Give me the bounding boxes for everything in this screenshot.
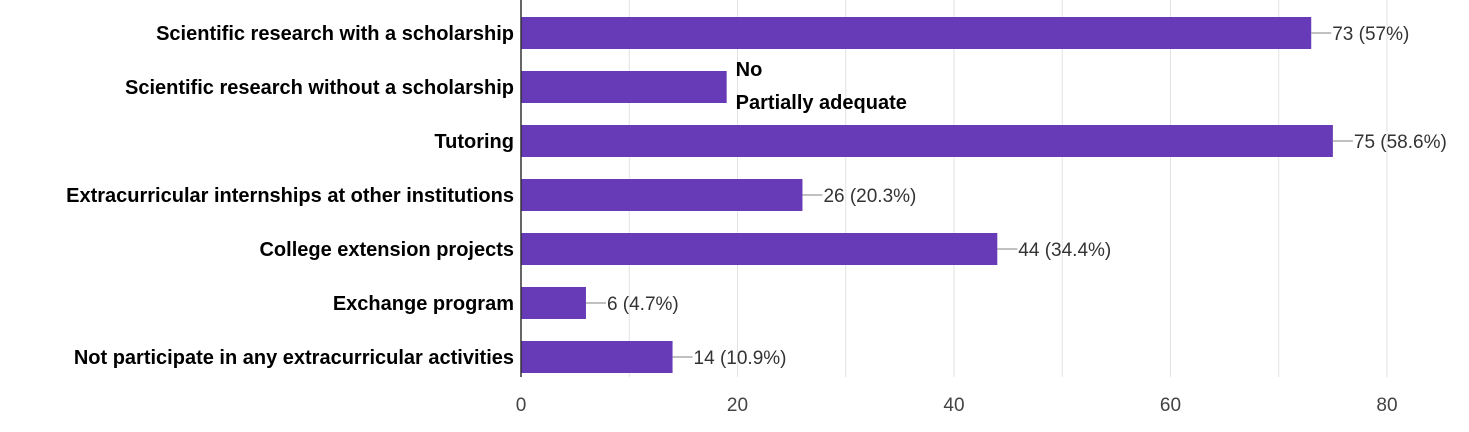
bar	[521, 17, 1312, 49]
bar	[521, 287, 586, 319]
category-label: Not participate in any extracurricular a…	[74, 347, 514, 369]
category-label: Exchange program	[333, 293, 514, 315]
value-label: 26 (20.3%)	[823, 186, 916, 207]
bar	[521, 341, 673, 373]
bars	[521, 17, 1333, 373]
value-label: 14 (10.9%)	[694, 348, 787, 369]
grid-lines	[628, 0, 1388, 377]
labels: Scientific research with a scholarship 73…	[66, 23, 1447, 369]
x-tick-label: 40	[943, 395, 964, 416]
value-label: 6 (4.7%)	[607, 294, 679, 315]
overlay-annotation: No	[736, 59, 763, 81]
value-label: 44 (34.4%)	[1018, 240, 1111, 261]
category-label: Extracurricular internships at other ins…	[66, 185, 514, 207]
category-label: Scientific research without a scholarshi…	[125, 77, 514, 99]
value-label: 75 (58.6%)	[1354, 132, 1447, 153]
bar	[521, 179, 803, 211]
category-label: College extension projects	[259, 239, 514, 261]
x-tick-label: 20	[727, 395, 748, 416]
value-label: 73 (57%)	[1332, 24, 1409, 45]
category-label: Tutoring	[434, 131, 514, 153]
x-tick-label: 0	[516, 395, 527, 416]
bar	[521, 233, 998, 265]
category-label: Scientific research with a scholarship	[156, 23, 514, 45]
overlay-annotation: Partially adequate	[736, 92, 907, 114]
bar	[521, 71, 727, 103]
x-tick-label: 80	[1376, 395, 1397, 416]
axis: 0 20 40 60 80	[516, 0, 1398, 416]
x-tick-label: 60	[1160, 395, 1181, 416]
bar	[521, 125, 1333, 157]
